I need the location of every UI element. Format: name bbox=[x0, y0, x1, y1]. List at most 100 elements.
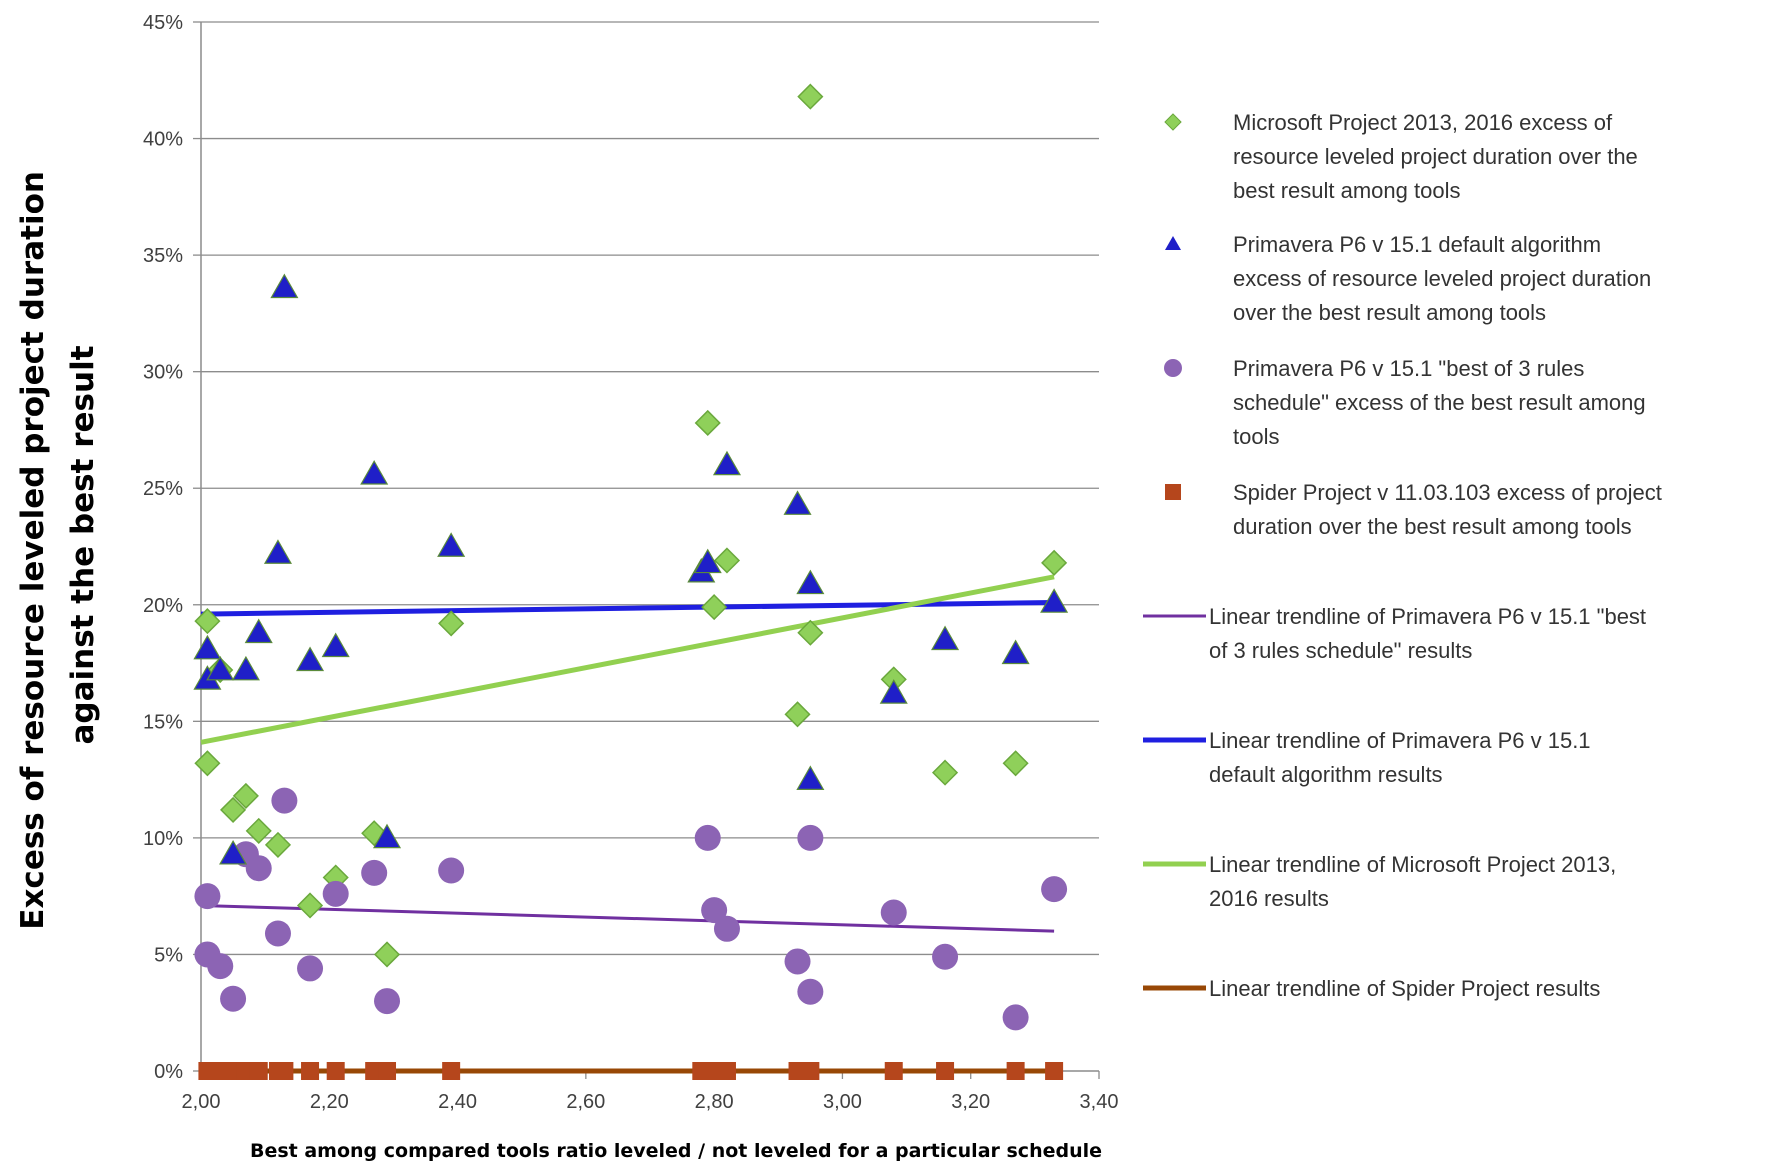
spider-point bbox=[378, 1062, 396, 1080]
legend-label-line: best result among tools bbox=[1233, 178, 1460, 203]
msp-point bbox=[266, 833, 290, 857]
y-tick-label: 0% bbox=[154, 1061, 183, 1083]
p6-default-point bbox=[714, 452, 740, 475]
msp-point bbox=[439, 611, 463, 635]
legend-triangle-icon bbox=[1165, 236, 1181, 250]
p6-default-point bbox=[265, 540, 291, 563]
legend-item: Primavera P6 v 15.1 default algorithm exc… bbox=[1165, 232, 1651, 325]
spider-point bbox=[250, 1062, 268, 1080]
p6-default-point bbox=[271, 275, 297, 298]
y-tick-label: 25% bbox=[143, 478, 183, 500]
y-axis-title: Excess of resource leveled project durat… bbox=[15, 160, 101, 929]
x-tick-label: 2,80 bbox=[695, 1091, 734, 1113]
x-tick-label: 3,20 bbox=[951, 1091, 990, 1113]
legend-label-line: Spider Project v 11.03.103 excess of pro… bbox=[1233, 480, 1662, 505]
y-tick-label: 45% bbox=[143, 12, 183, 34]
axes bbox=[193, 22, 1099, 1079]
y-tick-label: 5% bbox=[154, 944, 183, 966]
legend-item: Linear trendline of Spider Project resul… bbox=[1143, 976, 1600, 1001]
legend-label-line: Linear trendline of Primavera P6 v 15.1 … bbox=[1209, 604, 1646, 629]
p6-default-point bbox=[361, 461, 387, 484]
p6-default-point bbox=[1003, 641, 1029, 664]
y-axis-title-line-1: Excess of resource leveled project durat… bbox=[15, 171, 51, 930]
legend-label-line: Primavera P6 v 15.1 "best of 3 rules bbox=[1233, 356, 1584, 381]
legend-label-line: Primavera P6 v 15.1 default algorithm bbox=[1233, 232, 1601, 257]
legend-item: Microsoft Project 2013, 2016 excess of re… bbox=[1165, 110, 1638, 203]
legend-item: Linear trendline of Primavera P6 v 15.1 d… bbox=[1143, 728, 1591, 787]
p6-default-point bbox=[438, 534, 464, 557]
p6-default-point bbox=[932, 627, 958, 650]
spider-point bbox=[718, 1062, 736, 1080]
y-axis-title-line-2: against the best result bbox=[65, 345, 101, 744]
legend-item: Linear trendline of Primavera P6 v 15.1 … bbox=[1143, 604, 1646, 663]
trend-msp-line bbox=[201, 577, 1054, 743]
p6-best3-point bbox=[246, 855, 272, 881]
msp-point bbox=[786, 702, 810, 726]
y-tick-label: 30% bbox=[143, 362, 183, 384]
p6-best3-point bbox=[1041, 876, 1067, 902]
legend-label-line: duration over the best result among tool… bbox=[1233, 514, 1632, 539]
trend-p6-best3-line bbox=[201, 905, 1054, 931]
p6-best3-point bbox=[1003, 1004, 1029, 1030]
y-tick-label: 20% bbox=[143, 595, 183, 617]
msp-point bbox=[195, 751, 219, 775]
legend-label-line: Linear trendline of Primavera P6 v 15.1 bbox=[1209, 728, 1591, 753]
legend-label-line: default algorithm results bbox=[1209, 762, 1443, 787]
y-tick-label: 15% bbox=[143, 711, 183, 733]
p6-best3-point bbox=[695, 825, 721, 851]
msp-point bbox=[1004, 751, 1028, 775]
spider-point bbox=[327, 1062, 345, 1080]
spider-point bbox=[275, 1062, 293, 1080]
p6-best3-point bbox=[297, 955, 323, 981]
legend-circle-icon bbox=[1164, 359, 1182, 377]
legend-label-line: 2016 results bbox=[1209, 886, 1329, 911]
p6-best3-point bbox=[932, 944, 958, 970]
y-tick-label: 10% bbox=[143, 828, 183, 850]
data-points bbox=[194, 85, 1067, 1080]
msp-point bbox=[798, 85, 822, 109]
legend-label-line: Linear trendline of Spider Project resul… bbox=[1209, 976, 1600, 1001]
p6-default-point bbox=[194, 636, 220, 659]
p6-best3-point bbox=[785, 948, 811, 974]
p6-default-point bbox=[785, 492, 811, 515]
legend-label-line: Linear trendline of Microsoft Project 20… bbox=[1209, 852, 1616, 877]
legend-label-line: tools bbox=[1233, 424, 1279, 449]
spider-point bbox=[301, 1062, 319, 1080]
x-tick-label: 3,40 bbox=[1080, 1091, 1119, 1113]
p6-best3-point bbox=[714, 916, 740, 942]
x-tick-label: 2,60 bbox=[566, 1091, 605, 1113]
p6-best3-point bbox=[374, 988, 400, 1014]
msp-point bbox=[375, 942, 399, 966]
p6-best3-point bbox=[265, 920, 291, 946]
legend-label-line: excess of resource leveled project durat… bbox=[1233, 266, 1651, 291]
p6-default-point bbox=[233, 657, 259, 680]
p6-default-point bbox=[797, 571, 823, 594]
axis-titles: Excess of resource leveled project durat… bbox=[15, 160, 1102, 1162]
gridlines bbox=[201, 22, 1099, 954]
legend-label-line: over the best result among tools bbox=[1233, 300, 1546, 325]
legend-label-line: of 3 rules schedule" results bbox=[1209, 638, 1472, 663]
legend-label-line: resource leveled project duration over t… bbox=[1233, 144, 1638, 169]
legend-diamond-icon bbox=[1165, 114, 1181, 130]
p6-default-point bbox=[297, 648, 323, 671]
p6-best3-point bbox=[797, 979, 823, 1005]
p6-best3-point bbox=[194, 883, 220, 909]
y-tick-label: 35% bbox=[143, 245, 183, 267]
x-tick-label: 2,20 bbox=[310, 1091, 349, 1113]
p6-best3-point bbox=[207, 953, 233, 979]
legend-label-line: Microsoft Project 2013, 2016 excess of bbox=[1233, 110, 1613, 135]
x-tick-label: 2,40 bbox=[438, 1091, 477, 1113]
msp-point bbox=[1042, 551, 1066, 575]
x-axis-title: Best among compared tools ratio leveled … bbox=[250, 1140, 1102, 1162]
p6-default-point bbox=[246, 620, 272, 643]
p6-best3-point bbox=[220, 986, 246, 1012]
y-tick-label: 40% bbox=[143, 129, 183, 151]
p6-default-point bbox=[323, 634, 349, 657]
p6-best3-point bbox=[323, 881, 349, 907]
legend-item: Linear trendline of Microsoft Project 20… bbox=[1143, 852, 1616, 911]
legend-item: Spider Project v 11.03.103 excess of pro… bbox=[1165, 480, 1662, 539]
spider-point bbox=[885, 1062, 903, 1080]
x-tick-label: 2,00 bbox=[182, 1091, 221, 1113]
spider-point bbox=[1007, 1062, 1025, 1080]
